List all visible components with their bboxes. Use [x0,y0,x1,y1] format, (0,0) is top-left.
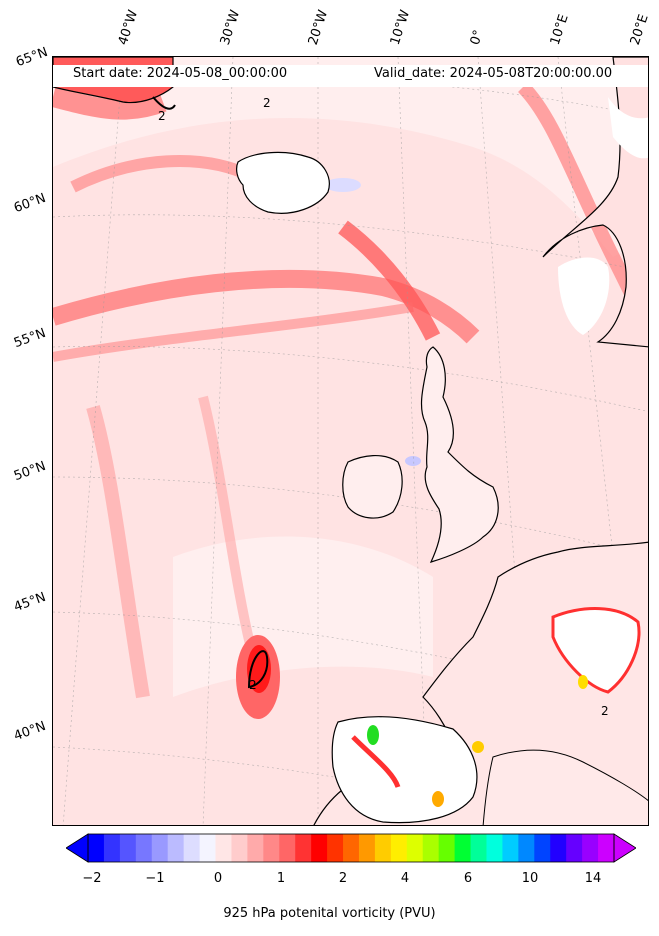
colorbar-cell [454,834,472,862]
pv-streak [198,395,258,659]
colorbar-tick: 14 [584,871,602,886]
colorbar-cell [390,834,408,862]
map-panel: 2 2 2 2 [52,56,649,826]
colorbar-tick: 4 [400,871,410,886]
iberia-coast [331,716,478,824]
colorbar-cell [406,834,424,862]
colorbar-cell [103,834,121,862]
contour-2 [247,650,269,689]
colorbar-outline [87,833,615,863]
pv-streak [86,405,150,699]
colorbar-tick: 6 [463,871,473,886]
norway-mountain-mask [608,97,648,159]
colorbar-cell [374,834,392,862]
valid-date-text: Valid_date: 2024-05-08T20:00:00.00 [374,66,613,81]
colorbar-cell [263,834,280,862]
colorbar-cell [135,834,153,862]
colorbar-cell [358,834,376,862]
colorbar-tick: 2 [338,871,348,886]
colorbar-cell [598,834,615,862]
colorbar-label: 925 hPa potenital vorticity (PVU) [223,906,436,921]
pv-field-map: 2 2 2 2 [53,57,648,825]
contour-label: 2 [158,109,166,123]
colorbar [66,833,636,863]
lon-label: 40°W [115,8,142,47]
lon-label: 20°E [627,12,652,48]
lat-label: 65°N [14,44,50,71]
pv-streak [53,87,167,120]
colorbar-cell [470,834,487,862]
contour-2 [152,96,176,110]
colorbar-cell [167,834,185,862]
pv-negative-patch [405,456,421,466]
colorbar-cell [119,834,137,862]
colorbar-cell [151,834,169,862]
pv-streak [53,302,414,362]
colorbar-max-arrow [613,833,636,863]
colorbar-tick: 10 [521,871,539,886]
colorbar-cell [566,834,583,862]
pv-high-patch [367,725,379,745]
great-britain-coast [420,346,499,563]
lon-label: 0° [467,28,487,47]
colorbar-tick: −2 [82,871,102,886]
colorbar-cell [183,834,201,862]
colorbar-cell [422,834,440,862]
colorbar-cell [582,834,599,862]
lon-label: 30°W [217,8,244,47]
pv-streak [53,269,480,344]
pv-orography [351,735,401,788]
lat-label: 40°N [12,718,48,745]
header-band [53,65,648,87]
pv-streak [70,154,256,193]
colorbar-cell [279,834,296,862]
lat-label: 60°N [12,190,48,217]
ireland-coast [342,455,403,519]
colorbar-cell [247,834,264,862]
colorbar-ticks: −2 −1 0 1 2 4 6 10 14 [0,871,659,889]
pv-negative-patch [325,178,361,192]
colorbar-cell [550,834,567,862]
colorbar-cell [486,834,503,862]
colorbar-min-arrow [66,833,89,863]
pv-high-patch [578,675,588,689]
iceland-coast [236,151,330,214]
colorbar-cell [534,834,551,862]
colorbar-cell [295,834,312,862]
colorbar-cell [215,834,232,862]
lat-label: 55°N [12,325,48,352]
contour-label: 2 [249,678,257,692]
mediterranean-region [482,749,648,825]
lon-label: 10°E [547,12,572,48]
colorbar-tick: −1 [145,871,165,886]
norway-mountain-mask [558,257,610,335]
colorbar-cell [327,834,344,862]
colorbar-cell [502,834,519,862]
lon-label: 10°W [387,8,414,47]
colorbar-cell [199,834,217,862]
lon-label: 20°W [305,8,332,47]
colorbar-tick: 0 [213,871,223,886]
colorbar-cells [88,834,615,862]
colorbar-cell [518,834,535,862]
alps-mask [551,607,641,694]
contour-label: 2 [263,96,271,110]
lat-label: 50°N [12,458,48,485]
colorbar-tick: 1 [276,871,286,886]
colorbar-cell [438,834,456,862]
colorbar-cell [343,834,360,862]
lat-label: 45°N [12,589,48,616]
colorbar-cell [88,834,105,862]
colorbar-cell [231,834,248,862]
contour-label: 2 [601,704,609,718]
colorbar-cell [311,834,328,862]
pv-hotspot-core [247,645,271,693]
start-date-text: Start date: 2024-05-08_00:00:00 [73,66,288,81]
pv-high-patch [432,791,444,807]
pv-high-patch [472,741,484,753]
pv-streak [338,220,441,341]
pv-light-region [53,57,648,257]
